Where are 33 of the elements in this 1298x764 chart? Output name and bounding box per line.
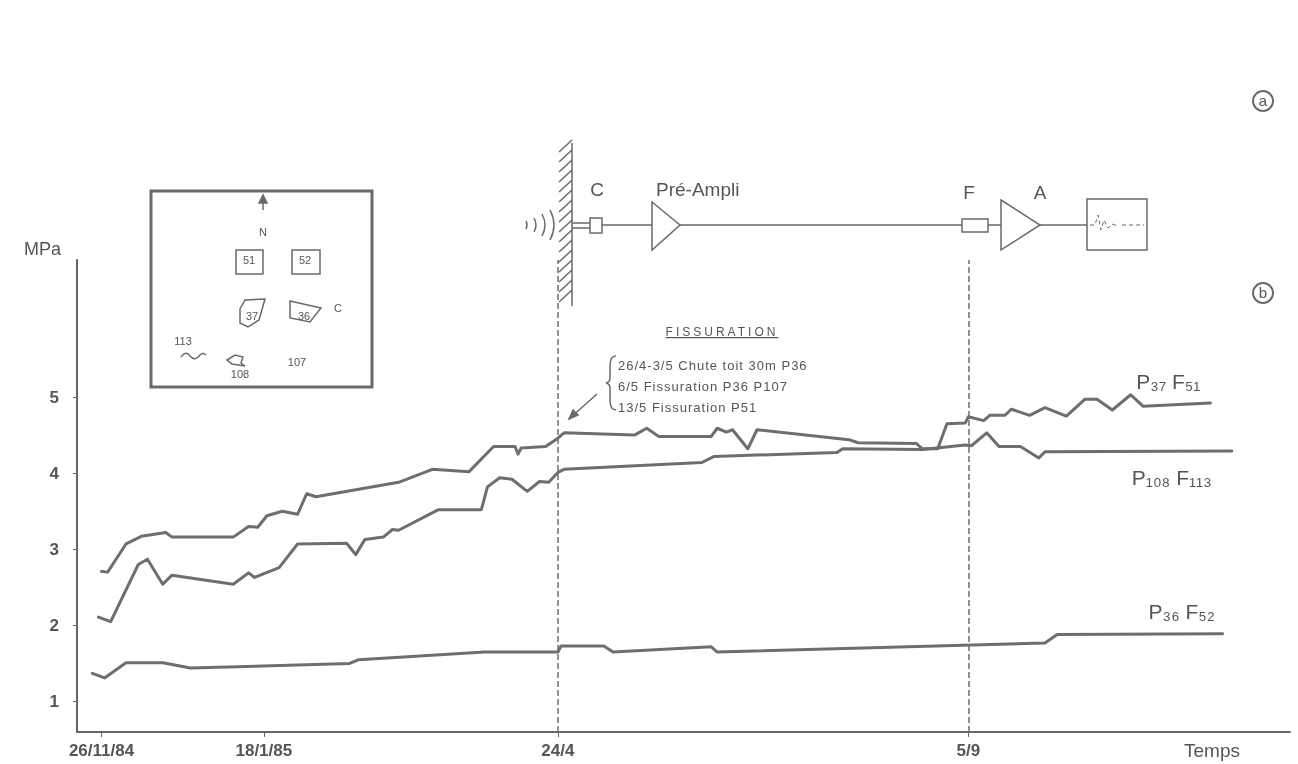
x-tick-label: 18/1/85 (235, 741, 293, 760)
y-tick-label: 4 (49, 463, 60, 483)
annotation: 108 (230, 368, 250, 380)
x-tick-label: 5/9 (956, 741, 981, 760)
x-tick-label: 24/4 (541, 741, 575, 760)
x-axis-title: Temps (1184, 740, 1241, 761)
text: N (259, 226, 268, 238)
annotation: 13/5 Fissuration P51 (618, 400, 758, 415)
annotation: 107 (287, 356, 307, 368)
annotation: b (1258, 284, 1268, 301)
y-tick-label: 3 (49, 539, 59, 559)
text: a (1258, 92, 1268, 109)
annotation: 36 (297, 310, 311, 322)
text: C (590, 179, 604, 200)
y-tick-label: 1 (49, 692, 59, 712)
annotation: 6/5 Fissuration P36 P107 (618, 379, 788, 394)
y-tick-label: 5 (49, 387, 59, 407)
x-tick-label: 26/11/84 (68, 741, 135, 760)
series-label: P₁₀₈ F₁₁₃ (1131, 465, 1212, 489)
text: A (1033, 182, 1047, 203)
y-axis-title: MPa (23, 239, 62, 259)
annotation: 26/4-3/5 Chute toit 30m P36 (618, 358, 808, 373)
series-label: P₃₆ F₅₂ (1148, 600, 1215, 624)
text: F (963, 182, 975, 203)
y-tick-label: 2 (49, 615, 59, 635)
annotation: 113 (174, 335, 192, 347)
text: Pré-Ampli (656, 179, 740, 200)
annotation: 37 (245, 310, 259, 322)
annotation: 51 (242, 254, 256, 266)
annotation: 52 (298, 254, 312, 266)
annotation: C (334, 302, 343, 314)
series-label: P₃₇ F₅₁ (1136, 369, 1201, 393)
annotation: FISSURATION (665, 325, 779, 339)
